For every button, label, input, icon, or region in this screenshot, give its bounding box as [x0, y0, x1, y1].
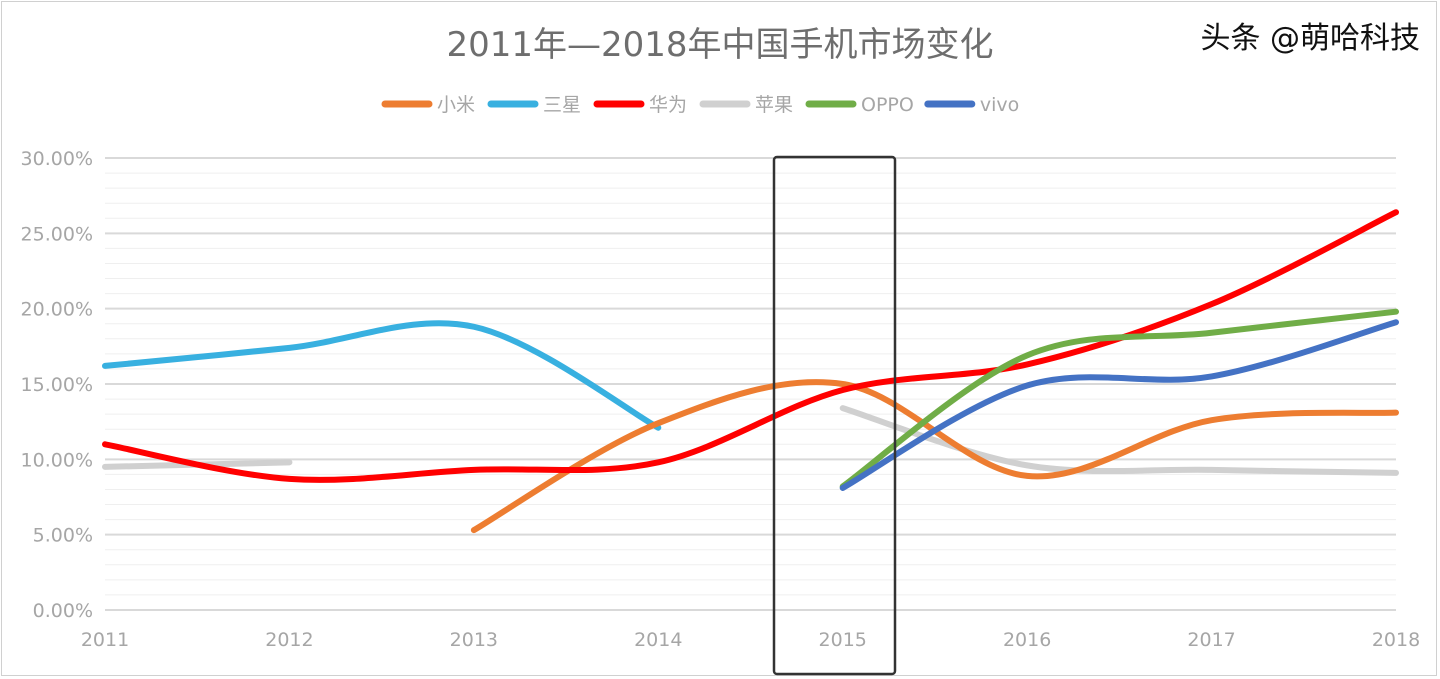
grid	[105, 157, 1396, 611]
series-line-三星	[102, 320, 662, 431]
x-tick-label: 2011	[81, 629, 129, 651]
y-tick-label: 0.00%	[33, 600, 93, 622]
x-tick-label: 2012	[265, 629, 313, 651]
legend-label: 小米	[437, 94, 475, 116]
y-tick-label: 15.00%	[21, 374, 93, 396]
x-tick-label: 2016	[1003, 629, 1051, 651]
x-tick-label: 2015	[819, 629, 867, 651]
legend-label: OPPO	[861, 94, 914, 116]
legend-label: 苹果	[755, 94, 793, 116]
legend-label: 华为	[649, 94, 687, 116]
watermark: 头条 @萌哈科技	[1200, 21, 1420, 56]
y-tick-label: 20.00%	[21, 299, 93, 321]
series-lines	[102, 209, 1399, 534]
series-line-华为	[102, 209, 1399, 483]
y-tick-label: 25.00%	[21, 223, 93, 245]
series-line-OPPO	[839, 308, 1399, 490]
x-tick-label: 2018	[1372, 629, 1420, 651]
y-tick-label: 10.00%	[21, 449, 93, 471]
legend: 小米 三星 华为 苹果 OPPO vivo	[381, 94, 1019, 116]
highlight-box-2015	[772, 155, 897, 676]
legend-label: 三星	[543, 94, 581, 116]
series-line-小米	[470, 379, 1399, 534]
series-line-vivo	[839, 319, 1399, 491]
y-tick-label: 30.00%	[21, 148, 93, 170]
legend-label: vivo	[980, 94, 1019, 116]
x-tick-label: 2014	[634, 629, 682, 651]
x-tick-label: 2017	[1187, 629, 1235, 651]
x-tick-label: 2013	[450, 629, 498, 651]
y-axis: 0.00% 5.00% 10.00% 15.00% 20.00% 25.00% 30.00%	[21, 148, 93, 622]
y-tick-label: 5.00%	[33, 525, 93, 547]
chart-title: 2011年—2018年中国手机市场变化	[446, 25, 993, 65]
x-axis: 2011 2012 2013 2014 2015 2016 2017 2018	[81, 629, 1420, 651]
